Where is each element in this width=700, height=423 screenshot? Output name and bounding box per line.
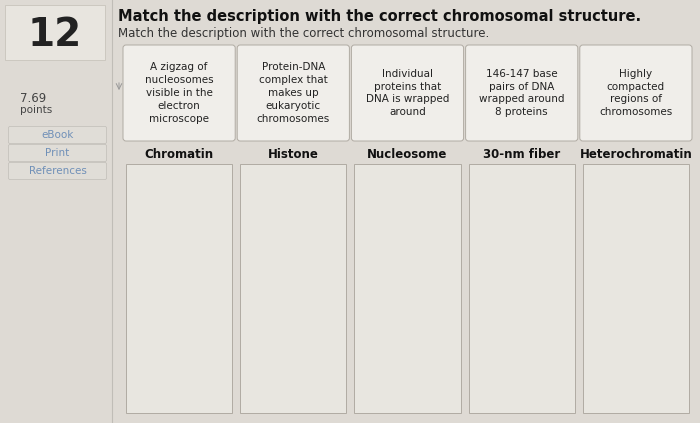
FancyBboxPatch shape xyxy=(8,126,106,143)
FancyBboxPatch shape xyxy=(126,164,232,413)
Text: Individual
proteins that
DNA is wrapped
around: Individual proteins that DNA is wrapped … xyxy=(366,69,449,117)
Text: Heterochromatin: Heterochromatin xyxy=(580,148,692,160)
Text: Highly
compacted
regions of
chromosomes: Highly compacted regions of chromosomes xyxy=(599,69,673,117)
Text: Print: Print xyxy=(46,148,69,158)
Text: Nucleosome: Nucleosome xyxy=(368,148,448,160)
Text: 146-147 base
pairs of DNA
wrapped around
8 proteins: 146-147 base pairs of DNA wrapped around… xyxy=(479,69,564,117)
Text: References: References xyxy=(29,166,86,176)
Text: 7.69: 7.69 xyxy=(20,91,46,104)
FancyBboxPatch shape xyxy=(240,164,346,413)
FancyBboxPatch shape xyxy=(8,162,106,179)
Text: 12: 12 xyxy=(28,16,82,54)
Text: Match the description with the correct chromosomal structure.: Match the description with the correct c… xyxy=(118,8,641,24)
FancyBboxPatch shape xyxy=(468,164,575,413)
Text: eBook: eBook xyxy=(41,130,74,140)
Text: points: points xyxy=(20,105,52,115)
FancyBboxPatch shape xyxy=(8,145,106,162)
Text: A zigzag of
nucleosomes
visible in the
electron
microscope: A zigzag of nucleosomes visible in the e… xyxy=(145,63,214,124)
Text: 30-nm fiber: 30-nm fiber xyxy=(483,148,560,160)
FancyBboxPatch shape xyxy=(583,164,689,413)
Text: Match the description with the correct chromosomal structure.: Match the description with the correct c… xyxy=(118,27,489,39)
FancyBboxPatch shape xyxy=(237,45,349,141)
FancyBboxPatch shape xyxy=(354,164,461,413)
FancyBboxPatch shape xyxy=(466,45,578,141)
Text: Protein-DNA
complex that
makes up
eukaryotic
chromosomes: Protein-DNA complex that makes up eukary… xyxy=(257,63,330,124)
FancyBboxPatch shape xyxy=(5,5,105,60)
Text: Histone: Histone xyxy=(268,148,318,160)
FancyBboxPatch shape xyxy=(351,45,463,141)
Text: Chromatin: Chromatin xyxy=(144,148,214,160)
FancyBboxPatch shape xyxy=(580,45,692,141)
FancyBboxPatch shape xyxy=(123,45,235,141)
